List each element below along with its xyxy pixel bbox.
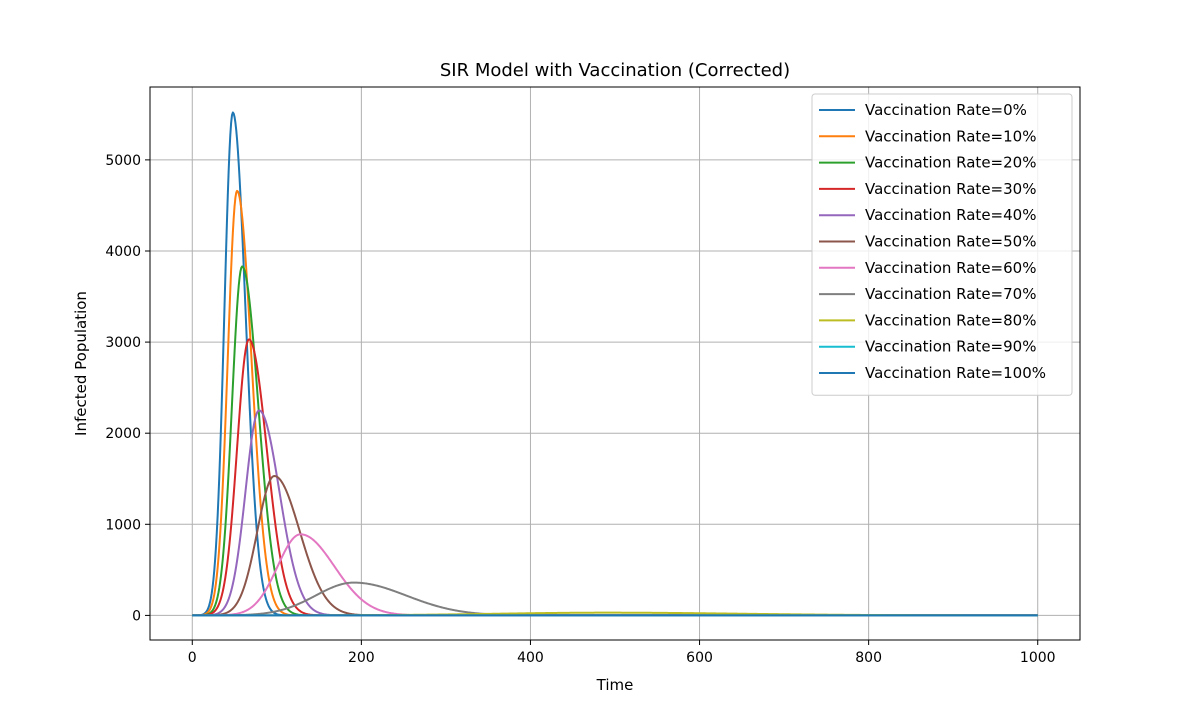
legend-label-8: Vaccination Rate=80% — [865, 311, 1036, 329]
legend-label-7: Vaccination Rate=70% — [865, 285, 1036, 303]
x-tick-label: 200 — [348, 650, 375, 666]
x-tick-label: 600 — [686, 650, 713, 666]
legend: Vaccination Rate=0% Vaccination Rate=10% V… — [811, 93, 1073, 396]
legend-label-0: Vaccination Rate=0% — [865, 101, 1027, 119]
legend-label-9: Vaccination Rate=90% — [865, 338, 1036, 356]
legend-label-2: Vaccination Rate=20% — [865, 154, 1036, 172]
y-tick-label: 1000 — [105, 517, 141, 533]
legend-label-6: Vaccination Rate=60% — [865, 259, 1036, 277]
legend-label-4: Vaccination Rate=40% — [865, 206, 1036, 224]
x-tick-label: 400 — [517, 650, 544, 666]
y-tick-label: 2000 — [105, 426, 141, 442]
y-tick-label: 5000 — [105, 153, 141, 169]
y-tick-label: 0 — [132, 608, 141, 624]
x-axis-label: Time — [596, 676, 634, 694]
legend-label-1: Vaccination Rate=10% — [865, 127, 1036, 145]
y-axis-label: Infected Population — [72, 291, 90, 436]
y-tick-label: 3000 — [105, 335, 141, 351]
legend-label-5: Vaccination Rate=50% — [865, 233, 1036, 251]
plot-frame — [149, 86, 1081, 641]
x-tick-label: 0 — [188, 650, 197, 666]
axis-ticks: 0 200 400 600 800 1000 0 1000 2000 3000 4000 5000 — [105, 153, 1055, 666]
x-tick-label: 1000 — [1020, 650, 1056, 666]
legend-label-10: Vaccination Rate=100% — [865, 364, 1046, 382]
plot-lines — [192, 111, 1038, 617]
x-tick-label: 800 — [855, 650, 882, 666]
legend-label-3: Vaccination Rate=30% — [865, 180, 1036, 198]
chart-title: SIR Model with Vaccination (Corrected) — [440, 60, 790, 81]
legend-box — [811, 93, 1073, 396]
y-tick-label: 4000 — [105, 244, 141, 260]
